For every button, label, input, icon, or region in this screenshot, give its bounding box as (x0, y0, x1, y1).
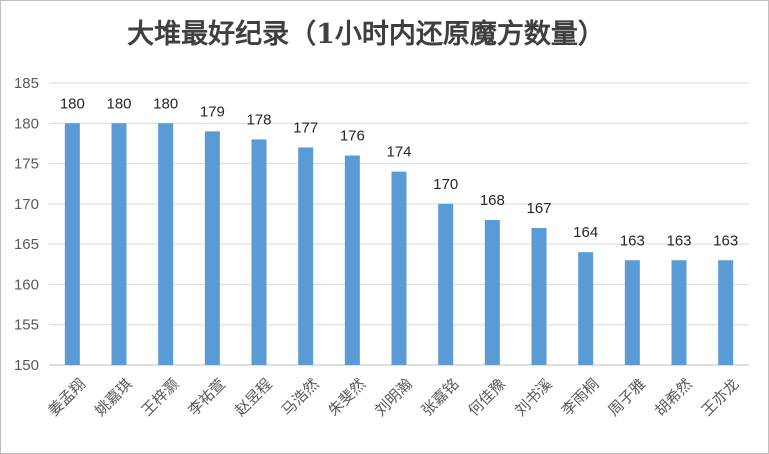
x-category-label: 刘书溪 (511, 375, 556, 420)
bar (718, 260, 734, 365)
x-category-label: 张嘉铭 (418, 375, 463, 420)
bar (251, 139, 267, 365)
bar (64, 123, 80, 366)
x-category-label: 李雨桐 (558, 375, 603, 420)
x-category-label: 姚嘉琪 (91, 375, 136, 420)
data-label: 174 (386, 144, 411, 161)
data-label: 180 (60, 95, 85, 112)
bar (298, 147, 314, 365)
x-category-label: 朱斐然 (325, 375, 370, 420)
bar (578, 252, 594, 365)
x-category-label: 李祐萱 (185, 375, 230, 420)
y-tick-label: 150 (14, 357, 39, 374)
y-tick-label: 160 (14, 276, 39, 293)
data-label: 168 (480, 192, 505, 209)
y-tick-label: 185 (14, 75, 39, 92)
y-tick-label: 165 (14, 236, 39, 253)
x-category-label: 刘明瀚 (371, 375, 416, 420)
bar (111, 123, 127, 366)
x-category-label: 胡希然 (651, 375, 696, 420)
bar (158, 123, 174, 366)
data-label: 180 (106, 95, 131, 112)
x-category-label: 周子雅 (605, 375, 650, 420)
data-label: 179 (200, 103, 225, 120)
data-label: 163 (713, 232, 738, 249)
x-category-label: 王梓灏 (138, 375, 183, 420)
data-label: 176 (340, 128, 365, 145)
data-label: 163 (620, 232, 645, 249)
x-category-label: 赵昱程 (231, 375, 276, 420)
data-label: 177 (293, 119, 318, 136)
x-category-label: 王亦龙 (698, 375, 743, 420)
x-category-label: 姜孟翔 (45, 375, 90, 420)
x-category-label: 马浩然 (278, 375, 323, 420)
y-tick-label: 170 (14, 196, 39, 213)
bar (624, 260, 640, 365)
x-axis: 姜孟翔 姚嘉琪 王梓灏 李祐萱 赵昱程 马浩然 朱斐然 刘明瀚 张嘉铭 何佳豫 刘书溪 李雨桐 周子雅胡… (45, 375, 743, 420)
bar (204, 131, 220, 365)
y-tick-label: 175 (14, 156, 39, 173)
bars (64, 123, 734, 366)
y-tick-label: 155 (14, 317, 39, 334)
x-category-label: 何佳豫 (465, 375, 510, 420)
bar (344, 155, 360, 365)
data-label: 170 (433, 176, 458, 193)
bar (438, 203, 454, 365)
y-axis: 150 155 160 165 170 175 180 185 (14, 75, 39, 374)
y-tick-label: 180 (14, 115, 39, 132)
bar (671, 260, 687, 365)
data-label: 167 (526, 200, 551, 217)
data-labels: 180 180 180 179 178 177 176 174 170 168 167 164 163 1… (60, 95, 738, 249)
data-label: 163 (666, 232, 691, 249)
data-label: 180 (153, 95, 178, 112)
data-label: 178 (246, 111, 271, 128)
bar (531, 228, 547, 365)
bar (391, 171, 407, 365)
bar (484, 219, 500, 365)
data-label: 164 (573, 224, 598, 241)
chart-title: 大堆最好纪录（1小时内还原魔方数量） (127, 18, 605, 50)
